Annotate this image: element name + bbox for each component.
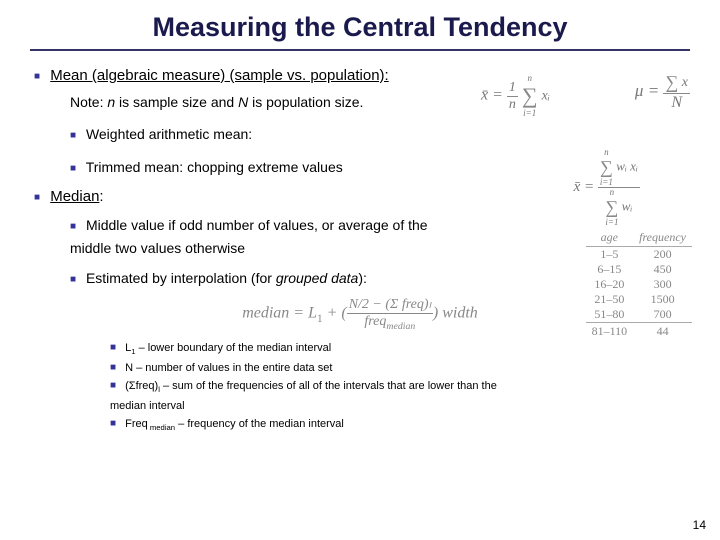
weighted-label: Weighted arithmetic mean: (86, 126, 252, 142)
wm-nbody: wᵢ xᵢ (616, 158, 638, 173)
wm-dbody: wᵢ (622, 198, 633, 213)
formula-pop-mean: μ = ∑ x N (635, 72, 690, 112)
bullet-sumfreq: ■ (Σfreq)l – sum of the frequencies of a… (110, 377, 530, 415)
frequency-table: age frequency 1–5200 6–15450 16–20300 21… (586, 230, 692, 339)
square-bullet-icon: ■ (110, 342, 116, 353)
wm-ntop: n (600, 148, 613, 157)
median-middle-text: Middle value if odd number of values, or… (70, 217, 428, 255)
table-cell: 81–110 (586, 323, 634, 340)
th-age: age (586, 230, 634, 247)
mean-note: Note: n is sample size and N is populati… (70, 92, 690, 114)
table-cell: 1–5 (586, 247, 634, 263)
mf-den: freq (364, 314, 386, 329)
table-cell: 200 (633, 247, 692, 263)
table-cell: 44 (633, 323, 692, 340)
sf-rest: – sum of the frequencies of all of the i… (110, 380, 497, 411)
interp-post: ): (358, 270, 367, 286)
square-bullet-icon: ■ (110, 380, 116, 391)
square-bullet-icon: ■ (34, 71, 40, 82)
note-n: n (107, 94, 115, 110)
bullet-freqmedian: ■ Freq median – frequency of the median … (110, 415, 690, 434)
sm-den: n (507, 96, 518, 113)
mf-num-b: freq (402, 297, 424, 312)
mf-num-a: N/2 − (Σ (349, 297, 402, 312)
square-bullet-icon: ■ (110, 418, 116, 429)
note-prefix: Note: (70, 94, 107, 110)
sm-rhs: xᵢ (542, 89, 550, 104)
formula-sample-mean: x̄ x̄ = 1n n ∑ i=1 xᵢ (481, 74, 550, 118)
trimmed-label: Trimmed mean: chopping extreme values (86, 159, 343, 175)
fm-pre: Freq (125, 418, 148, 430)
n-text: N – number of values in the entire data … (125, 362, 332, 374)
sm-num: 1 (507, 80, 518, 96)
note-mid2: is population size. (248, 94, 363, 110)
fm-rest: – frequency of the median interval (175, 418, 344, 430)
th-freq: frequency (633, 230, 692, 247)
mf-lhs: median = L (242, 304, 317, 321)
bullet-N: ■ N – number of values in the entire dat… (110, 359, 690, 378)
mf-plus: + ( (323, 304, 347, 321)
sigma-icon: ∑ (665, 72, 678, 93)
wm-dbot: i=1 (605, 218, 618, 227)
sm-bot: i=1 (522, 109, 538, 118)
table-cell: 1500 (633, 292, 692, 307)
table-cell: 51–80 (586, 307, 634, 323)
sigma-icon: ∑ (606, 197, 619, 218)
bullet-L1: ■ L1 – lower boundary of the median inte… (110, 339, 690, 358)
sm-top: n (522, 74, 538, 83)
note-mid1: is sample size and (115, 94, 238, 110)
square-bullet-icon: ■ (34, 192, 40, 203)
square-bullet-icon: ■ (70, 163, 76, 174)
sigma-icon: ∑ (522, 83, 538, 109)
table-cell: 450 (633, 262, 692, 277)
pm-lhs: μ (635, 81, 644, 100)
bullet-weighted: ■ Weighted arithmetic mean: (70, 123, 690, 145)
bullet-median-middle: ■ Middle value if odd number of values, … (70, 214, 430, 259)
pm-den: N (663, 93, 690, 112)
mean-heading: Mean (algebraic measure) (sample vs. pop… (50, 67, 389, 84)
title-rule (30, 49, 690, 51)
l1-rest: – lower boundary of the median interval (136, 342, 332, 354)
sigma-icon: ∑ (600, 157, 613, 178)
median-colon: : (99, 188, 103, 205)
median-heading: Median (50, 188, 99, 205)
bullet-mean: ■ Mean (algebraic measure) (sample vs. p… (34, 65, 690, 88)
note-bigN: N (238, 94, 248, 110)
square-bullet-icon: ■ (70, 274, 76, 285)
mf-num-c: )ₗ (424, 297, 431, 312)
mf-den-sub: median (386, 320, 415, 331)
pm-eq: = (648, 81, 659, 100)
page-number: 14 (693, 518, 706, 532)
formula-weighted-mean: x̄ = n ∑ i=1 wᵢ xᵢ n ∑ i=1 wᵢ (574, 148, 640, 227)
interp-em: grouped data (276, 270, 359, 286)
slide-title: Measuring the Central Tendency (30, 12, 690, 43)
table-cell: 300 (633, 277, 692, 292)
table-cell: 6–15 (586, 262, 634, 277)
sf-pre: (Σfreq) (125, 380, 158, 392)
table-cell: 21–50 (586, 292, 634, 307)
wm-nbot: i=1 (600, 178, 613, 187)
square-bullet-icon: ■ (70, 221, 76, 232)
square-bullet-icon: ■ (70, 130, 76, 141)
table-cell: 700 (633, 307, 692, 323)
wm-dtop: n (605, 188, 618, 197)
square-bullet-icon: ■ (110, 362, 116, 373)
mf-close: ) width (433, 304, 478, 321)
fm-sub: median (148, 424, 175, 433)
interp-pre: Estimated by interpolation (for (86, 270, 276, 286)
table-cell: 16–20 (586, 277, 634, 292)
